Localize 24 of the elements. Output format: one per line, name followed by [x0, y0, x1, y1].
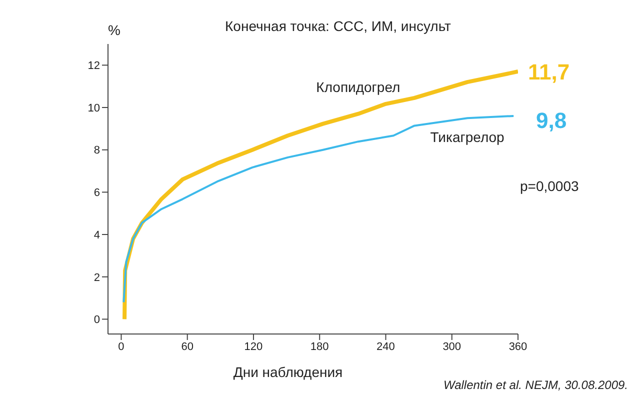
x-tick-label: 360 — [508, 340, 528, 353]
x-tick-label: 60 — [181, 340, 194, 353]
x-tick-label: 180 — [310, 340, 329, 353]
y-tick-label: 10 — [88, 102, 100, 114]
chart-title: Конечная точка: ССС, ИМ, инсульт — [224, 18, 452, 34]
series-label: Клопидогрел — [316, 78, 400, 95]
x-tick-label: 240 — [376, 340, 395, 353]
x-axis-title: Дни наблюдения — [232, 364, 344, 380]
x-tick-label: 0 — [118, 340, 124, 353]
y-tick-label: 12 — [88, 60, 100, 72]
text: 9,8 — [536, 108, 567, 134]
x-tick-label: 300 — [442, 340, 462, 353]
y-tick-label: 6 — [94, 187, 100, 200]
x-tick-label: 120 — [244, 340, 263, 353]
y-axis-title: % — [108, 22, 120, 38]
y-tick-label: 2 — [94, 272, 100, 284]
y-tick-label: 4 — [94, 229, 100, 242]
annotation: 11,7 — [528, 59, 570, 84]
y-tick-label: 8 — [94, 144, 100, 157]
text: p=0,0003 — [520, 178, 579, 194]
text: Wallentin et al. NEJM, 30.08.2009. — [443, 378, 628, 392]
y-tick-label: 0 — [94, 314, 100, 326]
line-series — [122, 114, 515, 304]
series-label: Тикагрелор — [430, 129, 505, 146]
